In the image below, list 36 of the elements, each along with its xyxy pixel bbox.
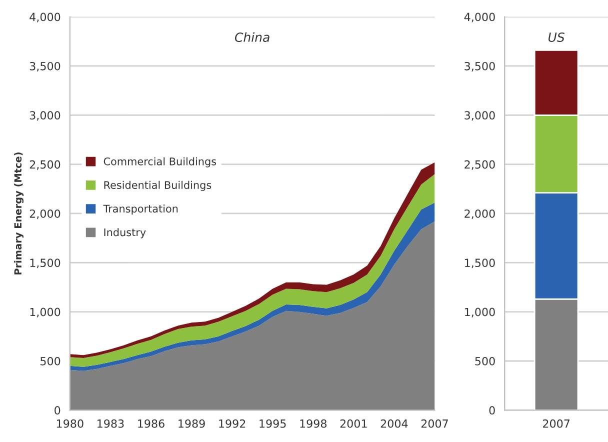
y-tick-label: 3,500 [30,62,60,72]
y-axis-title: Primary Energy (Mtce) [14,152,24,274]
x-tick-label: 2007 [421,419,448,428]
y-tick-label: 4,000 [464,12,495,22]
y-tick-label: 4,000 [30,12,60,22]
text: US [548,32,564,42]
y-tick-label: 3,500 [464,62,495,72]
text: China [234,32,270,42]
x-tick-label: 2007 [542,419,570,428]
y-tick-label: 500 [40,356,60,366]
x-tick-label: 1992 [219,419,246,428]
y-tick-label: 3,000 [464,111,495,121]
y-tick-label: 1,000 [465,308,495,318]
x-tick-label: 1980 [57,419,84,428]
y-tick-label: 1,500 [465,258,495,268]
y-tick-label: 500 [475,356,495,366]
y-tick-label: 2,500 [30,160,60,170]
x-tick-label: 2001 [340,419,367,428]
legend-label: Transportation [103,204,178,215]
y-tick-label: 1,000 [30,308,60,318]
y-tick-label: 2,000 [464,209,495,219]
x-tick-label: 1995 [260,419,286,428]
x-tick-label: 1986 [138,419,164,428]
y-tick-label: 2,500 [464,160,495,170]
y-tick-label: 3,000 [30,111,60,121]
x-tick-label: 1998 [300,419,326,428]
legend-label: Industry [104,228,146,238]
x-tick-label: 1989 [178,419,205,428]
legend-label: Residential Buildings [104,180,212,191]
y-tick-label: 2,000 [30,209,60,219]
x-tick-label: 2004 [380,419,408,428]
x-tick-label: 1983 [98,419,124,428]
y-tick-label: 0 [489,406,495,415]
y-tick-label: 0 [54,406,60,415]
legend-label: Commercial Buildings [104,157,216,168]
y-tick-label: 1,500 [30,258,60,268]
